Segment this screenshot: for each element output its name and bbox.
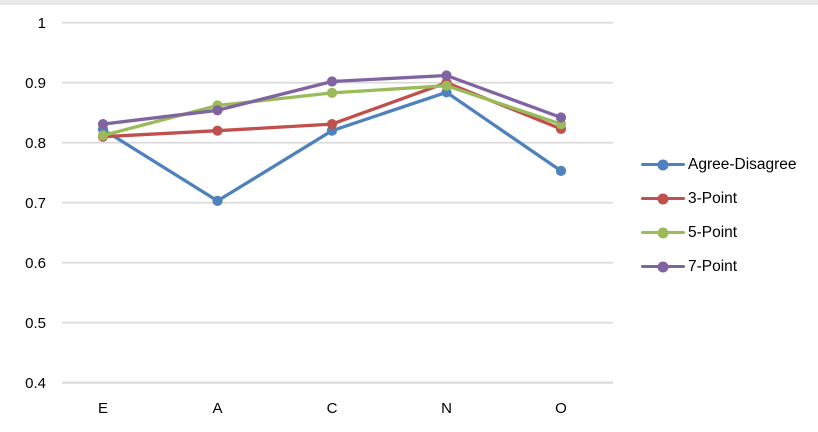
legend-item-5-point: 5-Point: [641, 219, 797, 246]
legend-label: 3-Point: [688, 189, 738, 207]
legend-marker-icon: [657, 193, 669, 204]
legend-label: Agree-Disagree: [688, 155, 797, 173]
data-point-marker-7-point: [212, 105, 223, 116]
data-point-marker-agree-disagree: [212, 195, 223, 206]
y-tick-label: 0.8: [25, 135, 46, 152]
data-point-marker-5-point: [441, 80, 452, 91]
chart-legend: Agree-Disagree 3-Point 5-Point 7-Point: [641, 151, 797, 280]
legend-swatch-5-point: [641, 226, 685, 239]
y-tick-label: 0.4: [25, 375, 46, 392]
x-category-label: E: [98, 400, 108, 417]
legend-item-3-point: 3-Point: [641, 185, 797, 212]
legend-marker-icon: [657, 227, 669, 238]
data-point-marker-7-point: [326, 76, 338, 87]
y-tick-label: 0.6: [25, 255, 46, 272]
legend-label: 5-Point: [688, 223, 738, 241]
data-point-marker-7-point: [441, 70, 452, 81]
data-point-marker-5-point: [326, 87, 338, 98]
y-tick-label: 0.9: [25, 75, 46, 92]
legend-item-agree-disagree: Agree-Disagree: [641, 151, 797, 178]
legend-item-7-point: 7-Point: [641, 253, 797, 280]
x-category-label: A: [212, 400, 222, 417]
legend-swatch-7-point: [641, 260, 685, 273]
y-tick-label: 0.5: [25, 315, 46, 332]
series-line-agree-disagree: [101, 90, 563, 203]
x-category-label: O: [555, 400, 567, 417]
data-point-marker-agree-disagree: [555, 165, 567, 176]
data-point-marker-7-point: [97, 119, 109, 130]
data-point-marker-3-point: [326, 119, 338, 130]
x-category-label: C: [327, 400, 338, 417]
legend-swatch-agree-disagree: [641, 158, 685, 171]
legend-marker-icon: [657, 261, 669, 272]
data-point-marker-5-point: [97, 130, 109, 141]
y-tick-label: 0.7: [25, 195, 46, 212]
legend-swatch-3-point: [641, 192, 685, 205]
x-category-label: N: [441, 400, 452, 417]
data-point-marker-3-point: [212, 125, 223, 136]
top-border-strip: [0, 0, 818, 5]
legend-marker-icon: [657, 159, 669, 170]
legend-label: 7-Point: [688, 257, 738, 275]
data-point-marker-7-point: [555, 112, 567, 123]
y-tick-label: 1: [38, 15, 46, 32]
